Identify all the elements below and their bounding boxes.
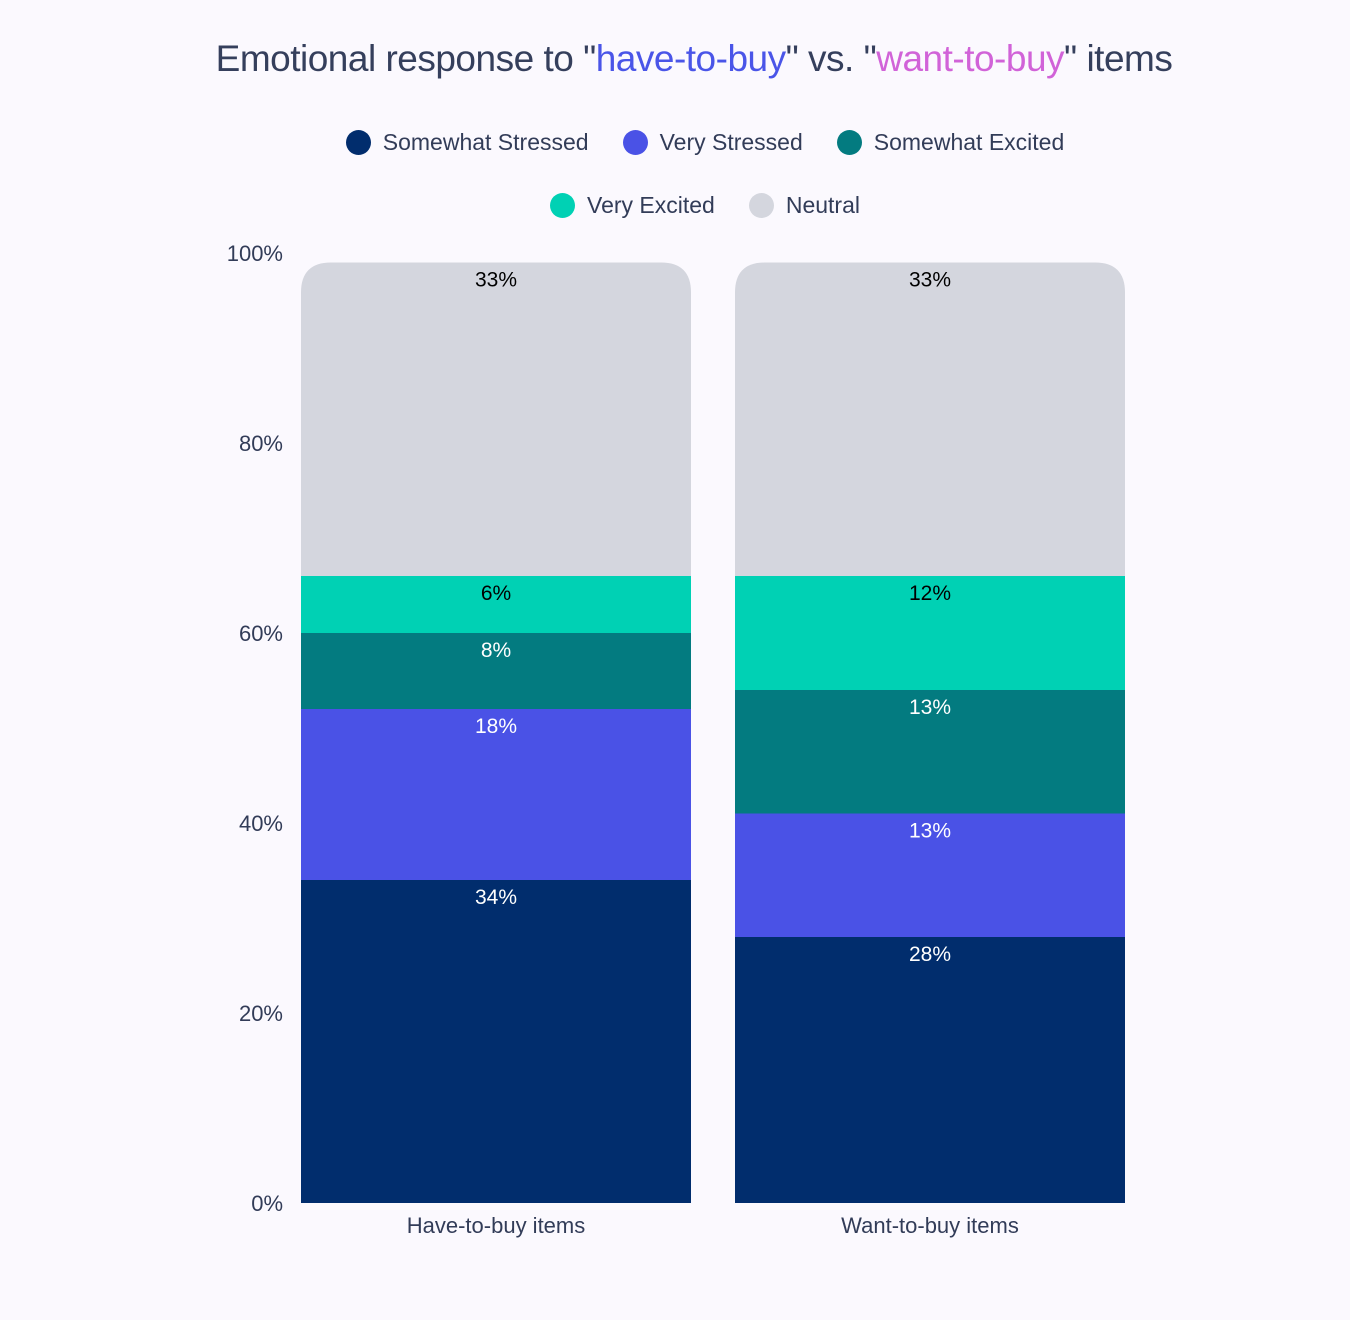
legend-label: Neutral bbox=[785, 192, 860, 218]
chart-title: Emotional response to "have-to-buy" vs. … bbox=[0, 38, 1350, 80]
bar-segment bbox=[301, 576, 691, 633]
bar-segment bbox=[735, 937, 1125, 1203]
y-tick-label: 60% bbox=[239, 621, 283, 646]
legend-item[interactable]: Somewhat Excited bbox=[836, 129, 1065, 156]
data-label: 34% bbox=[475, 886, 517, 909]
title-part: want-to-buy bbox=[876, 38, 1065, 79]
data-label: 12% bbox=[909, 582, 951, 605]
data-label: 13% bbox=[909, 696, 951, 719]
legend-label: Somewhat Excited bbox=[873, 129, 1065, 155]
data-label: 33% bbox=[909, 269, 951, 292]
bar-segment bbox=[301, 633, 691, 709]
legend-swatch bbox=[622, 130, 648, 155]
data-label: 28% bbox=[909, 943, 951, 966]
legend-label: Very Excited bbox=[587, 192, 715, 218]
legend-item[interactable]: Very Stressed bbox=[622, 129, 803, 156]
title-part: " vs. " bbox=[785, 38, 877, 79]
data-label: 6% bbox=[481, 582, 511, 605]
x-category-label: Have-to-buy items bbox=[407, 1213, 586, 1238]
bar-segment bbox=[735, 576, 1125, 690]
data-label: 13% bbox=[909, 820, 951, 843]
legend-row-1: Somewhat Stressed Very Stressed Somewhat E… bbox=[0, 129, 1350, 156]
legend-label: Very Stressed bbox=[659, 129, 803, 155]
data-label: 8% bbox=[481, 639, 511, 662]
title-part: have-to-buy bbox=[595, 38, 786, 79]
x-category-label: Want-to-buy items bbox=[841, 1213, 1019, 1238]
legend-swatch bbox=[836, 130, 862, 155]
bar-segment bbox=[301, 880, 691, 1203]
y-tick-label: 20% bbox=[239, 1001, 283, 1026]
bar-segment bbox=[301, 262, 691, 576]
y-tick-label: 100% bbox=[227, 241, 283, 266]
legend-item[interactable]: Neutral bbox=[748, 192, 860, 219]
bar-segment bbox=[735, 690, 1125, 814]
title-part: " items bbox=[1064, 38, 1173, 79]
legend-swatch bbox=[748, 193, 774, 218]
y-tick-label: 40% bbox=[239, 811, 283, 836]
bar-segment bbox=[735, 262, 1125, 576]
legend-swatch bbox=[550, 193, 575, 218]
bar-segment bbox=[735, 813, 1125, 937]
legend-label: Somewhat Stressed bbox=[382, 129, 589, 155]
data-label: 18% bbox=[475, 715, 517, 738]
bar-segment bbox=[301, 709, 691, 880]
title-part: Emotional response to " bbox=[215, 38, 597, 79]
legend-swatch bbox=[345, 130, 371, 155]
y-tick-label: 0% bbox=[251, 1191, 283, 1216]
legend-item[interactable]: Somewhat Stressed bbox=[345, 129, 589, 156]
legend-row-2: Very Excited Neutral bbox=[0, 192, 1350, 219]
y-tick-label: 80% bbox=[239, 431, 283, 456]
data-label: 33% bbox=[475, 269, 517, 292]
legend-item[interactable]: Very Excited bbox=[550, 192, 715, 219]
